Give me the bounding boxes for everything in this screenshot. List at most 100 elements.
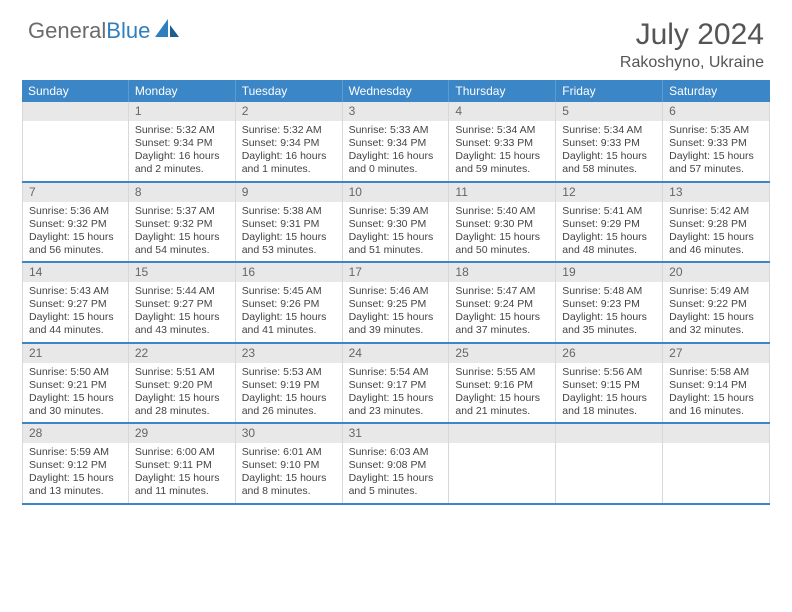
day-number bbox=[663, 424, 769, 443]
day-details: Sunrise: 6:00 AMSunset: 9:11 PMDaylight:… bbox=[129, 443, 235, 503]
sunrise-line: Sunrise: 5:36 AM bbox=[29, 205, 122, 218]
weekday-header-row: SundayMondayTuesdayWednesdayThursdayFrid… bbox=[22, 80, 770, 102]
daylight-line: Daylight: 15 hours and 28 minutes. bbox=[135, 392, 229, 418]
sunset-line: Sunset: 9:32 PM bbox=[29, 218, 122, 231]
day-number: 1 bbox=[129, 102, 235, 121]
daylight-line: Daylight: 15 hours and 56 minutes. bbox=[29, 231, 122, 257]
day-cell: 28Sunrise: 5:59 AMSunset: 9:12 PMDayligh… bbox=[22, 424, 129, 503]
day-details: Sunrise: 5:50 AMSunset: 9:21 PMDaylight:… bbox=[23, 363, 128, 423]
day-cell: 18Sunrise: 5:47 AMSunset: 9:24 PMDayligh… bbox=[449, 263, 556, 342]
day-details: Sunrise: 5:36 AMSunset: 9:32 PMDaylight:… bbox=[23, 202, 128, 262]
sunrise-line: Sunrise: 5:33 AM bbox=[349, 124, 443, 137]
title-block: July 2024 Rakoshyno, Ukraine bbox=[620, 18, 764, 72]
day-number: 16 bbox=[236, 263, 342, 282]
day-number: 10 bbox=[343, 183, 449, 202]
day-details: Sunrise: 5:44 AMSunset: 9:27 PMDaylight:… bbox=[129, 282, 235, 342]
day-cell: 10Sunrise: 5:39 AMSunset: 9:30 PMDayligh… bbox=[343, 183, 450, 262]
daylight-line: Daylight: 15 hours and 21 minutes. bbox=[455, 392, 549, 418]
day-number: 20 bbox=[663, 263, 769, 282]
day-cell: 27Sunrise: 5:58 AMSunset: 9:14 PMDayligh… bbox=[663, 344, 770, 423]
weekday-header: Friday bbox=[556, 80, 663, 102]
page-header: GeneralBlue July 2024 Rakoshyno, Ukraine bbox=[0, 0, 792, 80]
day-details: Sunrise: 6:03 AMSunset: 9:08 PMDaylight:… bbox=[343, 443, 449, 503]
sunset-line: Sunset: 9:26 PM bbox=[242, 298, 336, 311]
sunrise-line: Sunrise: 5:32 AM bbox=[135, 124, 229, 137]
calendar: SundayMondayTuesdayWednesdayThursdayFrid… bbox=[0, 80, 792, 505]
sunset-line: Sunset: 9:19 PM bbox=[242, 379, 336, 392]
daylight-line: Daylight: 15 hours and 43 minutes. bbox=[135, 311, 229, 337]
sunrise-line: Sunrise: 5:58 AM bbox=[669, 366, 763, 379]
sunrise-line: Sunrise: 6:00 AM bbox=[135, 446, 229, 459]
month-title: July 2024 bbox=[620, 18, 764, 52]
day-details: Sunrise: 5:32 AMSunset: 9:34 PMDaylight:… bbox=[129, 121, 235, 181]
day-details: Sunrise: 5:42 AMSunset: 9:28 PMDaylight:… bbox=[663, 202, 769, 262]
sunrise-line: Sunrise: 5:41 AM bbox=[562, 205, 656, 218]
day-cell: 4Sunrise: 5:34 AMSunset: 9:33 PMDaylight… bbox=[449, 102, 556, 181]
day-cell: 9Sunrise: 5:38 AMSunset: 9:31 PMDaylight… bbox=[236, 183, 343, 262]
day-details: Sunrise: 5:33 AMSunset: 9:34 PMDaylight:… bbox=[343, 121, 449, 181]
daylight-line: Daylight: 15 hours and 39 minutes. bbox=[349, 311, 443, 337]
day-cell: 30Sunrise: 6:01 AMSunset: 9:10 PMDayligh… bbox=[236, 424, 343, 503]
day-details: Sunrise: 5:34 AMSunset: 9:33 PMDaylight:… bbox=[556, 121, 662, 181]
sunrise-line: Sunrise: 5:59 AM bbox=[29, 446, 122, 459]
sunrise-line: Sunrise: 5:50 AM bbox=[29, 366, 122, 379]
day-details: Sunrise: 5:54 AMSunset: 9:17 PMDaylight:… bbox=[343, 363, 449, 423]
week-row: 14Sunrise: 5:43 AMSunset: 9:27 PMDayligh… bbox=[22, 263, 770, 344]
day-cell: 1Sunrise: 5:32 AMSunset: 9:34 PMDaylight… bbox=[129, 102, 236, 181]
sunset-line: Sunset: 9:33 PM bbox=[669, 137, 763, 150]
sunset-line: Sunset: 9:20 PM bbox=[135, 379, 229, 392]
day-number: 4 bbox=[449, 102, 555, 121]
day-number: 21 bbox=[23, 344, 128, 363]
sunset-line: Sunset: 9:24 PM bbox=[455, 298, 549, 311]
sunrise-line: Sunrise: 5:35 AM bbox=[669, 124, 763, 137]
day-number bbox=[449, 424, 555, 443]
sunrise-line: Sunrise: 6:03 AM bbox=[349, 446, 443, 459]
day-number: 12 bbox=[556, 183, 662, 202]
daylight-line: Daylight: 15 hours and 54 minutes. bbox=[135, 231, 229, 257]
sunset-line: Sunset: 9:33 PM bbox=[455, 137, 549, 150]
sunset-line: Sunset: 9:21 PM bbox=[29, 379, 122, 392]
day-number: 25 bbox=[449, 344, 555, 363]
sunset-line: Sunset: 9:29 PM bbox=[562, 218, 656, 231]
daylight-line: Daylight: 15 hours and 26 minutes. bbox=[242, 392, 336, 418]
sunrise-line: Sunrise: 5:49 AM bbox=[669, 285, 763, 298]
brand-gray: General bbox=[28, 18, 106, 43]
day-number: 18 bbox=[449, 263, 555, 282]
sunrise-line: Sunrise: 5:47 AM bbox=[455, 285, 549, 298]
day-number bbox=[556, 424, 662, 443]
sunset-line: Sunset: 9:08 PM bbox=[349, 459, 443, 472]
sunset-line: Sunset: 9:28 PM bbox=[669, 218, 763, 231]
daylight-line: Daylight: 16 hours and 2 minutes. bbox=[135, 150, 229, 176]
sunrise-line: Sunrise: 5:37 AM bbox=[135, 205, 229, 218]
day-details: Sunrise: 5:55 AMSunset: 9:16 PMDaylight:… bbox=[449, 363, 555, 423]
day-details: Sunrise: 5:53 AMSunset: 9:19 PMDaylight:… bbox=[236, 363, 342, 423]
day-details: Sunrise: 5:41 AMSunset: 9:29 PMDaylight:… bbox=[556, 202, 662, 262]
sunrise-line: Sunrise: 6:01 AM bbox=[242, 446, 336, 459]
daylight-line: Daylight: 15 hours and 57 minutes. bbox=[669, 150, 763, 176]
day-cell: 11Sunrise: 5:40 AMSunset: 9:30 PMDayligh… bbox=[449, 183, 556, 262]
brand-blue: Blue bbox=[106, 18, 150, 43]
daylight-line: Daylight: 15 hours and 11 minutes. bbox=[135, 472, 229, 498]
daylight-line: Daylight: 15 hours and 41 minutes. bbox=[242, 311, 336, 337]
calendar-body: 1Sunrise: 5:32 AMSunset: 9:34 PMDaylight… bbox=[22, 102, 770, 505]
weekday-header: Tuesday bbox=[236, 80, 343, 102]
daylight-line: Daylight: 15 hours and 18 minutes. bbox=[562, 392, 656, 418]
daylight-line: Daylight: 16 hours and 1 minutes. bbox=[242, 150, 336, 176]
day-number: 8 bbox=[129, 183, 235, 202]
day-details: Sunrise: 5:35 AMSunset: 9:33 PMDaylight:… bbox=[663, 121, 769, 181]
day-number: 15 bbox=[129, 263, 235, 282]
sunset-line: Sunset: 9:16 PM bbox=[455, 379, 549, 392]
day-cell: 17Sunrise: 5:46 AMSunset: 9:25 PMDayligh… bbox=[343, 263, 450, 342]
day-details: Sunrise: 5:34 AMSunset: 9:33 PMDaylight:… bbox=[449, 121, 555, 181]
sunrise-line: Sunrise: 5:45 AM bbox=[242, 285, 336, 298]
sunrise-line: Sunrise: 5:55 AM bbox=[455, 366, 549, 379]
day-number: 30 bbox=[236, 424, 342, 443]
sunrise-line: Sunrise: 5:38 AM bbox=[242, 205, 336, 218]
day-details: Sunrise: 5:51 AMSunset: 9:20 PMDaylight:… bbox=[129, 363, 235, 423]
day-cell: 8Sunrise: 5:37 AMSunset: 9:32 PMDaylight… bbox=[129, 183, 236, 262]
sunset-line: Sunset: 9:34 PM bbox=[135, 137, 229, 150]
sunrise-line: Sunrise: 5:44 AM bbox=[135, 285, 229, 298]
day-cell: 19Sunrise: 5:48 AMSunset: 9:23 PMDayligh… bbox=[556, 263, 663, 342]
day-cell: 31Sunrise: 6:03 AMSunset: 9:08 PMDayligh… bbox=[343, 424, 450, 503]
daylight-line: Daylight: 15 hours and 16 minutes. bbox=[669, 392, 763, 418]
